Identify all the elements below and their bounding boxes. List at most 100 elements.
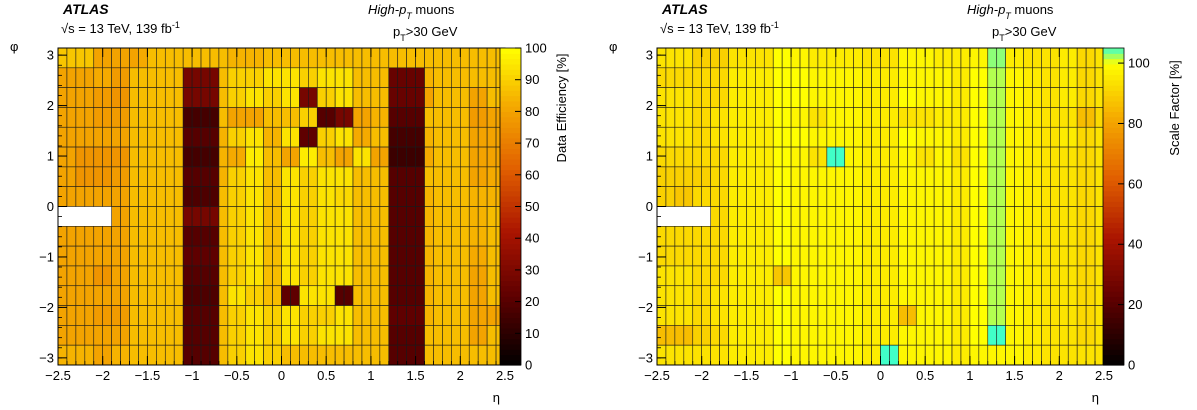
heatmap-cell (656, 305, 667, 326)
heatmap-cell (665, 344, 676, 366)
heatmap-cell (826, 226, 837, 247)
heatmap-cell (1005, 265, 1015, 287)
heatmap-cell (138, 245, 148, 267)
heatmap-cell (406, 126, 416, 148)
heatmap-cell (75, 47, 86, 69)
heatmap-cell (433, 146, 443, 168)
heatmap-cell (1023, 166, 1033, 187)
heatmap-cell (1041, 67, 1051, 88)
heatmap-cell (835, 67, 846, 88)
colorbar-segment (500, 127, 521, 134)
heatmap-cell (692, 344, 703, 366)
heatmap-cell (361, 265, 372, 287)
heatmap-cell (907, 166, 917, 187)
heatmap-cell (1041, 186, 1051, 207)
colorbar-segment (500, 322, 521, 329)
heatmap-cell (451, 245, 461, 267)
heatmap-cell (334, 87, 345, 108)
heatmap-cell (173, 87, 184, 108)
heatmap-cell (799, 305, 810, 326)
heatmap-cell (442, 186, 452, 207)
heatmap-cell (933, 146, 944, 168)
heatmap-cell (1050, 166, 1060, 187)
heatmap-cell (665, 107, 676, 128)
heatmap-cell (728, 146, 738, 168)
heatmap-cell (835, 325, 846, 346)
colorbar-segment (1103, 158, 1124, 165)
heatmap-cell (844, 285, 854, 306)
heatmap-cell (379, 325, 390, 346)
heatmap-cell (826, 245, 837, 267)
heatmap-cell (763, 344, 774, 366)
heatmap-cell (218, 206, 229, 227)
heatmap-cell (75, 325, 86, 346)
heatmap-cell (218, 87, 229, 108)
heatmap-cell (1041, 146, 1051, 168)
z-tick-label: 60 (1128, 176, 1142, 191)
heatmap-cell (924, 186, 935, 207)
heatmap-cell (844, 146, 854, 168)
heatmap-cell (978, 87, 989, 108)
heatmap-cell (674, 47, 685, 69)
heatmap-cell (281, 265, 291, 287)
heatmap-cell (737, 87, 747, 108)
heatmap-cell (164, 344, 175, 366)
heatmap-cell (218, 285, 229, 306)
heatmap-cell (352, 146, 363, 168)
colorbar-segment (1103, 132, 1124, 139)
heatmap-cell (379, 67, 390, 88)
colorbar-segment (1103, 349, 1124, 356)
heatmap-cell (763, 107, 774, 128)
heatmap-cell (960, 87, 971, 108)
heatmap-cell (665, 67, 676, 88)
heatmap-cell (325, 325, 336, 346)
heatmap-cell (57, 265, 68, 287)
heatmap-cell (316, 126, 327, 148)
heatmap-cell (1085, 87, 1096, 108)
heatmap-cell (424, 226, 434, 247)
heatmap-cell (987, 107, 998, 128)
heatmap-cell (674, 126, 685, 148)
heatmap-cell (379, 107, 390, 128)
heatmap-cell (692, 305, 703, 326)
heatmap-cell (871, 265, 881, 287)
heatmap-cell (245, 206, 255, 227)
heatmap-cell (996, 166, 1006, 187)
y-tick-label: −3 (39, 350, 54, 365)
colorbar-segment (1103, 180, 1124, 186)
heatmap-cell (111, 146, 121, 168)
heatmap-cell (1032, 186, 1042, 207)
heatmap-cell (370, 226, 381, 247)
heatmap-cell (209, 325, 220, 346)
heatmap-cell (468, 325, 479, 346)
heatmap-cell (424, 107, 434, 128)
heatmap-cell (924, 126, 935, 148)
heatmap-cell (459, 107, 470, 128)
heatmap-cell (951, 67, 962, 88)
heatmap-cell (790, 126, 801, 148)
heatmap-cell (719, 47, 729, 69)
heatmap-cell (772, 146, 783, 168)
heatmap-cell (942, 67, 953, 88)
heatmap-cell (254, 226, 264, 247)
heatmap-cell (1032, 226, 1042, 247)
x-tick-label: −0.5 (224, 368, 250, 383)
heatmap-cell (969, 186, 980, 207)
heatmap-cell (316, 285, 327, 306)
colorbar-segment (500, 275, 521, 282)
heatmap-cell (477, 285, 488, 306)
heatmap-cell (406, 265, 416, 287)
colorbar-segment (500, 312, 521, 319)
heatmap-cell (415, 126, 425, 148)
heatmap-cell (656, 245, 667, 267)
colorbar-segment (500, 349, 521, 356)
heatmap-cell (987, 265, 998, 287)
heatmap-cell (898, 126, 908, 148)
heatmap-cell (308, 265, 318, 287)
heatmap-cell (826, 107, 837, 128)
heatmap-cell (343, 344, 354, 366)
heatmap-cell (1085, 206, 1096, 227)
colorbar-segment (1103, 359, 1124, 366)
heatmap-cell (451, 47, 461, 69)
heatmap-cell (299, 344, 309, 366)
